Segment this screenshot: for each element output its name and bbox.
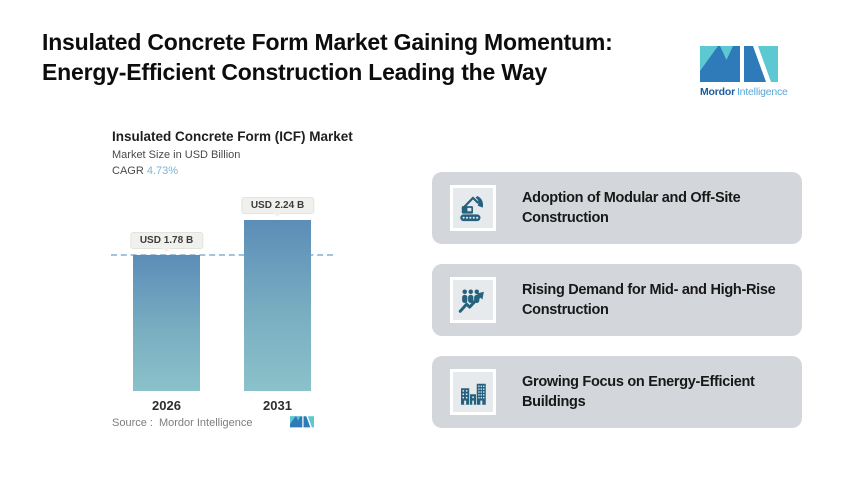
bar-group-2026: USD 1.78 B 2026	[129, 220, 204, 413]
cagr-value: 4.73%	[146, 165, 179, 177]
bar-value-label-2026: USD 1.78 B	[129, 232, 204, 249]
driver-label: Rising Demand for Mid- and High-Rise Con…	[522, 282, 776, 318]
icon-tile	[450, 185, 496, 231]
source-line: Source : Mordor Intelligence	[112, 417, 253, 429]
people-growth-icon	[458, 289, 484, 313]
x-axis-label-2031: 2031	[263, 398, 292, 413]
driver-label: Adoption of Modular and Off-Site Constru…	[522, 190, 741, 226]
driver-label: Growing Focus on Energy-Efficient Buildi…	[522, 374, 755, 410]
source-label: Source :	[112, 417, 153, 429]
excavator-icon	[460, 196, 484, 222]
icon-tile	[450, 369, 496, 415]
bar-group-2031: USD 2.24 B 2031	[240, 197, 315, 413]
bar-chart: USD 1.78 B 2026 USD 2.24 B 2031	[110, 197, 360, 413]
chart-title: Insulated Concrete Form (ICF) Market	[112, 129, 353, 144]
chart-cagr: CAGR 4.73%	[112, 165, 353, 177]
source-name: Mordor Intelligence	[158, 417, 253, 429]
page-title: Insulated Concrete Form Market Gaining M…	[42, 27, 613, 87]
brand-name-regular: Intelligence	[736, 86, 788, 98]
page-title-line2: Energy-Efficient Construction Leading th…	[42, 59, 548, 85]
brand-name-bold: Mordor	[700, 86, 735, 98]
driver-card-high-rise-demand: Rising Demand for Mid- and High-Rise Con…	[432, 264, 802, 336]
reference-dashed-line	[111, 254, 333, 256]
brand-logo: Mordor Intelligence	[700, 46, 790, 98]
page-title-line1: Insulated Concrete Form Market Gaining M…	[42, 29, 613, 55]
market-drivers-list: Adoption of Modular and Off-Site Constru…	[432, 172, 802, 428]
bar-value-label-2031: USD 2.24 B	[240, 197, 315, 214]
mordor-mini-logo-icon	[290, 416, 314, 428]
brand-name: Mordor Intelligence	[700, 86, 790, 98]
driver-card-modular-construction: Adoption of Modular and Off-Site Constru…	[432, 172, 802, 244]
x-axis-label-2026: 2026	[152, 398, 181, 413]
buildings-icon	[461, 383, 486, 405]
chart-subtitle: Market Size in USD Billion	[112, 149, 241, 161]
cagr-label: CAGR	[112, 165, 144, 177]
icon-tile	[450, 277, 496, 323]
bar-2031	[244, 220, 311, 391]
bar-2026	[133, 255, 200, 391]
mordor-logo-icon	[700, 46, 778, 82]
driver-card-energy-efficient: Growing Focus on Energy-Efficient Buildi…	[432, 356, 802, 428]
chart-header: Insulated Concrete Form (ICF) Market Mar…	[112, 129, 353, 177]
